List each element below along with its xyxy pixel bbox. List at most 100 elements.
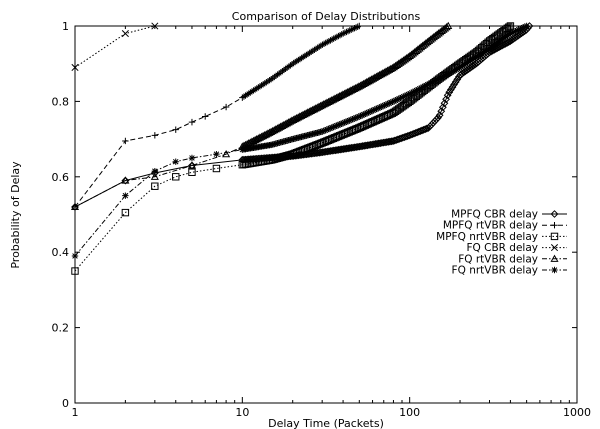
data-point bbox=[122, 192, 129, 199]
data-point bbox=[446, 85, 455, 94]
data-point bbox=[357, 112, 364, 120]
data-point bbox=[381, 102, 388, 109]
data-point bbox=[283, 64, 291, 71]
data-point bbox=[350, 115, 358, 122]
data-point bbox=[277, 69, 284, 76]
data-point bbox=[411, 88, 419, 95]
y-tick-label: 1 bbox=[62, 20, 69, 33]
data-point bbox=[255, 84, 262, 91]
data-point bbox=[352, 114, 359, 122]
data-point bbox=[336, 121, 343, 128]
data-point bbox=[325, 38, 333, 45]
data-point bbox=[290, 59, 297, 67]
data-point bbox=[332, 34, 339, 41]
data-point bbox=[308, 48, 315, 56]
data-point bbox=[352, 24, 360, 31]
data-point bbox=[371, 106, 379, 113]
data-point bbox=[506, 22, 515, 30]
data-point bbox=[330, 123, 337, 131]
data-point bbox=[316, 43, 323, 50]
data-point bbox=[261, 80, 268, 87]
data-point bbox=[151, 182, 159, 190]
data-point bbox=[366, 108, 374, 115]
data-point bbox=[333, 122, 340, 129]
legend-entry: FQ nrtVBR delay bbox=[452, 265, 567, 277]
data-point bbox=[445, 70, 452, 77]
data-point bbox=[342, 118, 350, 126]
chart-title: Comparison of Delay Distributions bbox=[232, 10, 421, 23]
data-point bbox=[344, 28, 352, 35]
x-tick-label: 1 bbox=[72, 406, 79, 419]
data-point bbox=[365, 109, 372, 116]
data-point bbox=[354, 23, 361, 30]
data-point bbox=[493, 44, 502, 53]
data-point bbox=[339, 119, 347, 127]
data-point bbox=[445, 88, 454, 97]
data-point bbox=[275, 70, 283, 77]
data-point bbox=[424, 81, 431, 88]
data-point bbox=[266, 77, 273, 84]
data-point bbox=[172, 158, 179, 165]
legend-marker bbox=[551, 266, 558, 274]
legend-label: FQ CBR delay bbox=[466, 242, 538, 254]
data-point bbox=[288, 61, 296, 68]
data-point bbox=[243, 91, 251, 98]
data-point bbox=[336, 31, 344, 39]
data-point bbox=[341, 119, 348, 126]
data-point bbox=[188, 154, 196, 162]
legend-marker bbox=[550, 210, 559, 218]
data-point bbox=[222, 149, 231, 158]
legend-entry: MPFQ nrtVBR delay bbox=[436, 231, 567, 243]
y-tick-label: 0.6 bbox=[52, 171, 70, 184]
data-point bbox=[507, 30, 514, 37]
data-point bbox=[442, 23, 451, 31]
data-point bbox=[187, 161, 197, 169]
data-point bbox=[421, 125, 430, 134]
data-point bbox=[340, 30, 347, 37]
data-point bbox=[121, 29, 129, 38]
data-point bbox=[495, 43, 503, 52]
data-point bbox=[446, 69, 454, 77]
data-point bbox=[435, 75, 442, 83]
data-point bbox=[71, 252, 79, 260]
data-point bbox=[319, 41, 326, 48]
data-point bbox=[392, 97, 399, 104]
data-point bbox=[370, 107, 377, 114]
data-point bbox=[272, 72, 280, 79]
data-point bbox=[522, 26, 531, 34]
data-point bbox=[285, 63, 292, 70]
data-point bbox=[434, 113, 442, 122]
legend-label: MPFQ rtVBR delay bbox=[443, 220, 538, 232]
data-point bbox=[395, 95, 403, 103]
data-point bbox=[295, 56, 302, 64]
data-point bbox=[121, 208, 130, 217]
data-point bbox=[304, 50, 312, 58]
data-point bbox=[517, 25, 524, 33]
data-point bbox=[373, 105, 380, 113]
data-point bbox=[309, 47, 317, 55]
legend-label: MPFQ nrtVBR delay bbox=[436, 231, 538, 243]
data-point bbox=[293, 57, 301, 65]
data-point bbox=[258, 82, 265, 89]
data-point bbox=[449, 67, 457, 75]
data-point bbox=[440, 73, 447, 80]
x-tick-label: 10 bbox=[235, 406, 249, 419]
data-point bbox=[328, 36, 336, 43]
data-point bbox=[250, 87, 257, 94]
data-point bbox=[504, 38, 513, 46]
data-point bbox=[422, 82, 430, 89]
legend-marker bbox=[550, 244, 559, 252]
data-point bbox=[450, 80, 458, 89]
data-point bbox=[287, 62, 294, 69]
data-point bbox=[441, 72, 449, 79]
data-point bbox=[419, 83, 427, 91]
series-5 bbox=[70, 21, 453, 211]
data-point bbox=[408, 89, 415, 97]
data-point bbox=[71, 267, 79, 275]
data-point bbox=[351, 25, 358, 32]
data-point bbox=[368, 107, 375, 115]
data-point bbox=[344, 117, 351, 125]
data-point bbox=[292, 58, 299, 66]
data-point bbox=[333, 33, 341, 41]
data-point bbox=[518, 25, 526, 32]
